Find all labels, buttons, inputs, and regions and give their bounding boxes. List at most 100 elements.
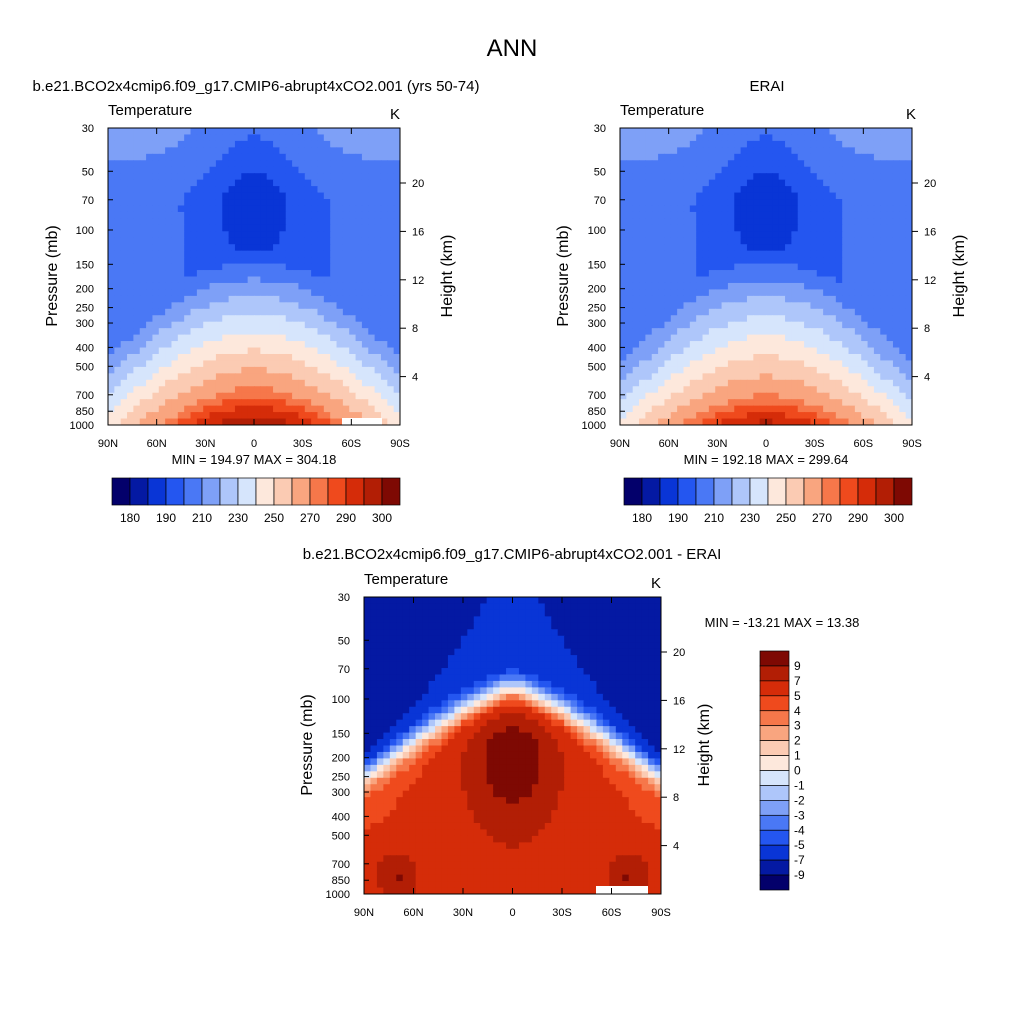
field-cell (696, 308, 704, 316)
field-cell (108, 308, 115, 316)
field-cell (441, 609, 449, 617)
field-cell (651, 244, 659, 252)
field-cell (880, 379, 888, 387)
colorbar-label: 270 (300, 511, 320, 525)
field-cell (677, 147, 685, 155)
field-cell (886, 373, 894, 381)
field-cell (152, 412, 160, 420)
field-cell (734, 392, 742, 400)
field-cell (108, 392, 115, 400)
field-cell (393, 263, 400, 271)
field-cell (304, 211, 312, 219)
field-cell (518, 597, 527, 605)
field-cell (368, 224, 376, 232)
field-cell (228, 205, 236, 213)
field-cell (177, 173, 185, 181)
field-cell (279, 315, 287, 323)
field-cell (708, 211, 716, 219)
field-cell (538, 642, 546, 650)
field-cell (835, 250, 843, 258)
field-cell (336, 405, 344, 413)
field-cell (766, 160, 773, 168)
field-cell (905, 360, 912, 368)
field-cell (454, 616, 462, 624)
field-cell (899, 347, 907, 355)
field-cell (177, 328, 185, 336)
field-cell (905, 308, 912, 316)
field-cell (702, 166, 710, 174)
field-cell (422, 629, 430, 637)
field-cell (260, 270, 268, 278)
field-cell (254, 308, 261, 316)
field-cell (447, 616, 455, 624)
field-cell (387, 205, 395, 213)
field-cell (746, 379, 754, 387)
field-cell (823, 134, 831, 142)
field-cell (772, 308, 780, 316)
field-cell (266, 276, 274, 284)
field-cell (759, 153, 767, 161)
field-cell (120, 366, 128, 374)
field-cell (506, 635, 514, 643)
field-cell (317, 321, 325, 329)
field-cell (241, 128, 249, 136)
field-cell (247, 166, 255, 174)
field-cell (615, 635, 623, 643)
field-cell (772, 366, 780, 374)
field-cell (721, 160, 729, 168)
field-cell (380, 153, 388, 161)
field-cell (323, 392, 331, 400)
field-cell (867, 334, 875, 342)
field-cell (835, 205, 843, 213)
field-cell (626, 173, 634, 181)
field-cell (632, 276, 640, 284)
field-cell (772, 153, 780, 161)
field-cell (753, 347, 761, 355)
field-cell (273, 244, 280, 252)
field-cell (171, 289, 179, 297)
field-cell (854, 412, 862, 420)
field-cell (298, 211, 306, 219)
field-cell (146, 179, 154, 187)
field-cell (279, 250, 287, 258)
field-cell (506, 622, 514, 630)
field-cell (880, 366, 888, 374)
field-cell (734, 224, 742, 232)
field-cell (683, 412, 691, 420)
field-cell (349, 276, 357, 284)
field-cell (651, 315, 659, 323)
field-cell (689, 405, 697, 413)
field-cell (209, 347, 217, 355)
field-cell (285, 244, 293, 252)
field-cell (279, 244, 287, 252)
field-cell (645, 211, 653, 219)
field-cell (746, 224, 754, 232)
field-cell (689, 250, 697, 258)
field-cell (279, 373, 287, 381)
field-cell (190, 418, 198, 425)
field-cell (778, 341, 786, 349)
field-cell (184, 366, 192, 374)
field-cell (355, 353, 363, 362)
field-cell (689, 360, 697, 368)
field-cell (683, 341, 691, 349)
field-cell (861, 147, 869, 155)
field-cell (886, 282, 894, 291)
field-cell (247, 373, 255, 381)
field-cell (292, 399, 300, 407)
field-cell (447, 661, 455, 669)
field-cell (664, 282, 672, 291)
field-cell (387, 282, 395, 291)
field-cell (538, 622, 546, 630)
field-cell (435, 609, 443, 617)
field-cell (364, 655, 372, 663)
field-cell (304, 353, 312, 362)
field-cell (702, 257, 710, 265)
field-cell (734, 282, 742, 291)
field-cell (861, 308, 869, 316)
field-cell (702, 379, 710, 387)
field-cell (810, 366, 818, 374)
field-cell (120, 231, 128, 239)
field-cell (772, 321, 780, 329)
field-cell (203, 379, 211, 387)
